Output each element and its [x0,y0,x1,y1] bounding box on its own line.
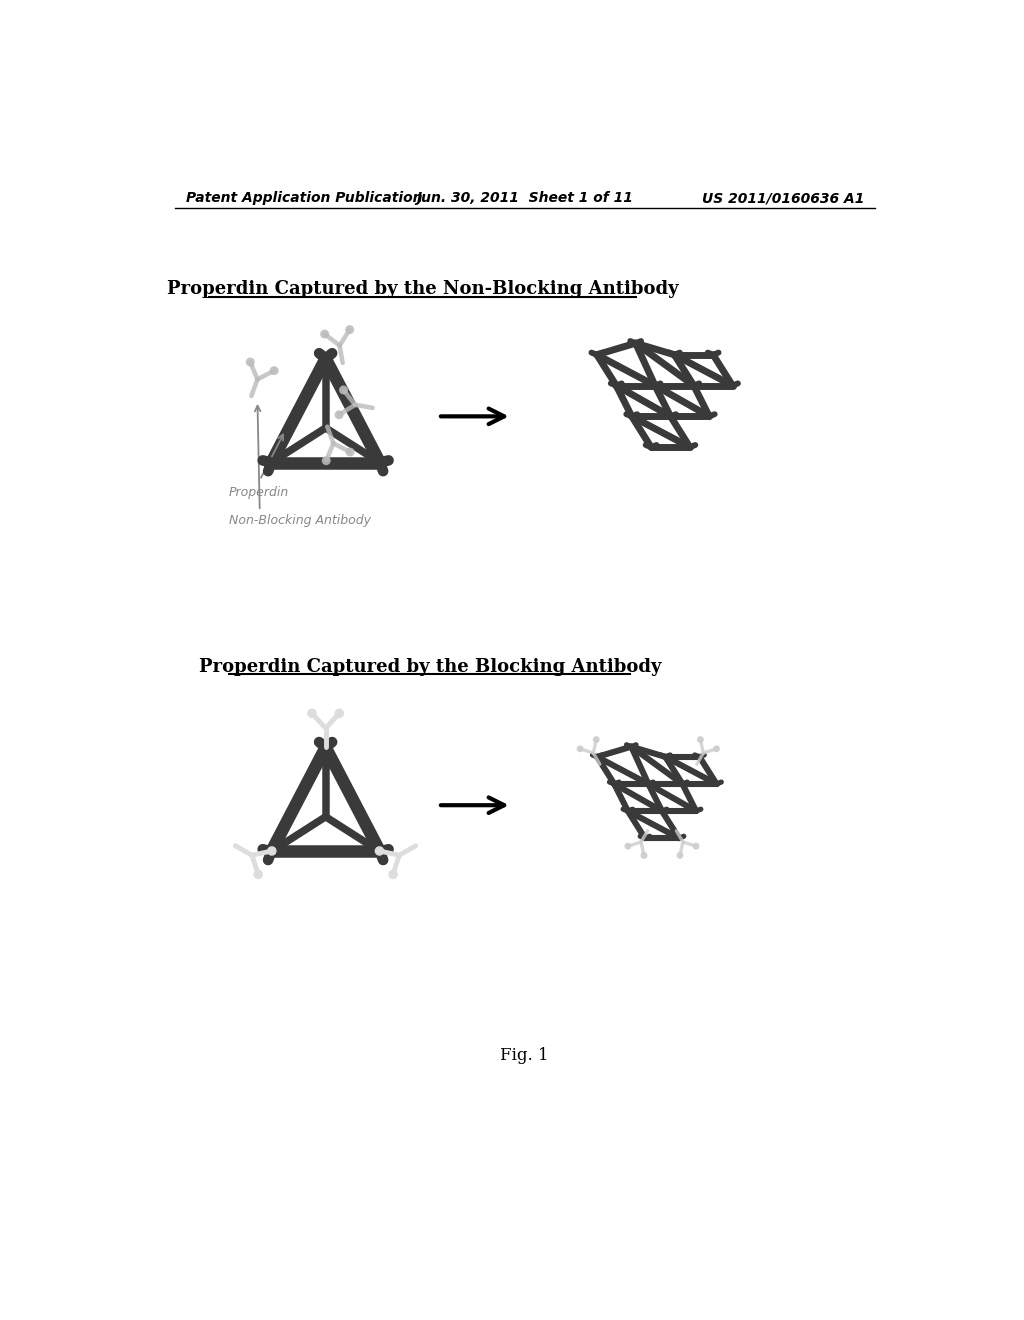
Text: Patent Application Publication: Patent Application Publication [186,191,423,206]
Circle shape [346,326,353,334]
Circle shape [376,847,384,855]
Circle shape [346,449,354,455]
Circle shape [321,330,329,338]
Circle shape [335,709,343,717]
Circle shape [389,870,397,879]
Text: US 2011/0160636 A1: US 2011/0160636 A1 [701,191,864,206]
Circle shape [254,870,262,879]
Circle shape [340,387,347,393]
Circle shape [693,843,698,849]
Circle shape [267,847,275,855]
Text: Fig. 1: Fig. 1 [501,1047,549,1064]
Circle shape [247,358,254,366]
Circle shape [335,411,343,418]
Circle shape [594,737,599,742]
Circle shape [714,746,719,751]
Text: Non-Blocking Antibody: Non-Blocking Antibody [228,515,371,527]
Text: Properdin Captured by the Non-Blocking Antibody: Properdin Captured by the Non-Blocking A… [167,280,678,298]
Text: Properdin Captured by the Blocking Antibody: Properdin Captured by the Blocking Antib… [199,657,662,676]
Circle shape [308,709,316,717]
Circle shape [270,367,278,375]
Circle shape [323,457,330,465]
Circle shape [641,853,647,858]
Circle shape [677,853,683,858]
Circle shape [578,746,583,751]
Text: Jun. 30, 2011  Sheet 1 of 11: Jun. 30, 2011 Sheet 1 of 11 [417,191,633,206]
Text: Properdin: Properdin [228,486,289,499]
Circle shape [697,737,703,742]
Circle shape [625,843,631,849]
